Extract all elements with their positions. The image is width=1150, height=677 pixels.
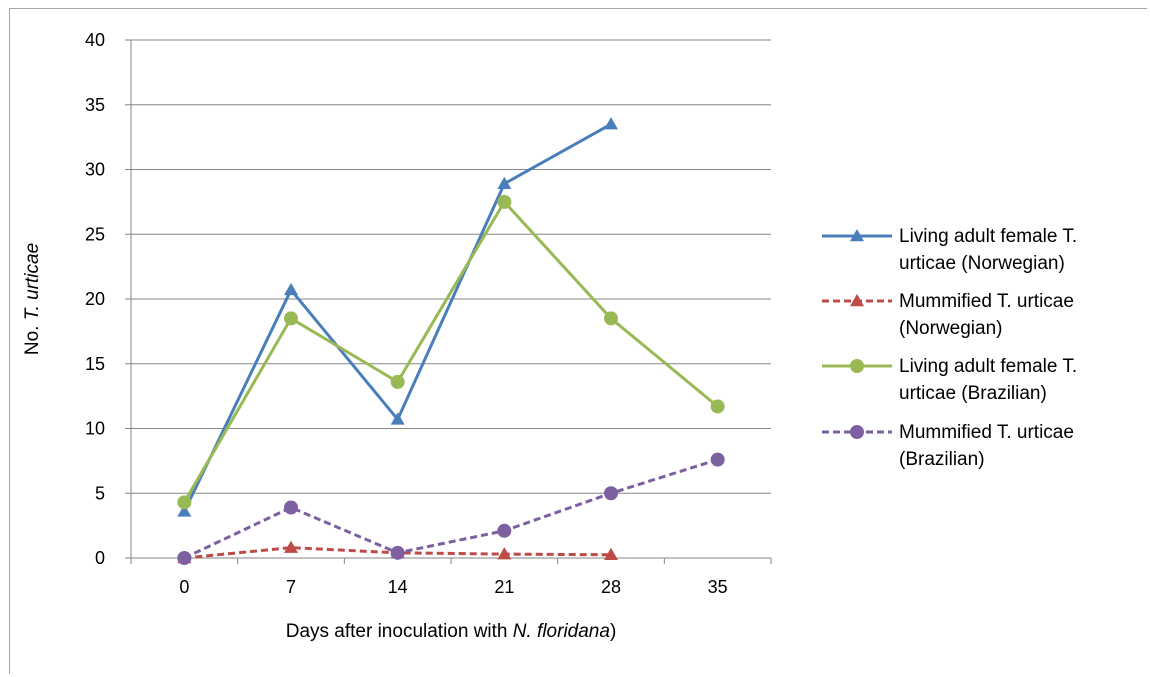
y-tick-label: 35 [85,95,105,115]
legend-label: Living adult female T. [899,356,1077,377]
legend-label: Mummified T. urticae [899,291,1074,312]
legend-entry-2: Mummified T. urticae (Norwegian) [822,291,1074,339]
data-point [390,412,405,425]
legend-label: urticae (Brazilian) [899,383,1047,404]
data-point [710,452,725,467]
legend-label: Living adult female T. [899,226,1077,247]
data-point [177,551,192,565]
legend-label: Mummified T. urticae [899,422,1074,443]
x-tick-label: 7 [286,577,296,597]
legend-label: urticae (Norwegian) [899,253,1065,274]
legend-label: (Norwegian) [899,318,1002,339]
y-tick-label: 20 [85,289,105,309]
x-tick-labels: 0 7 14 21 28 35 [179,577,727,597]
data-point [390,374,405,389]
series-line [182,122,612,513]
data-point [497,547,512,560]
series-line [183,200,719,504]
y-tick-label: 0 [95,548,105,568]
data-point [497,176,512,189]
data-point [604,311,618,326]
y-tick-label: 30 [85,160,105,180]
y-axis-label-part: T. urticae [22,243,43,320]
data-point [604,547,618,561]
chart-frame [9,8,1147,674]
x-axis-label-part: N. floridana [513,621,610,642]
series-3 [177,194,725,510]
x-axis-label: Days after inoculation with N. floridana… [286,621,617,642]
legend-marker [850,294,864,307]
legend-marker [850,425,864,439]
data-point [390,545,405,560]
series-group [177,117,725,565]
legend-marker [850,359,864,373]
axes [125,39,772,564]
y-tick-label: 25 [85,224,105,244]
y-tick-labels: 0 5 10 15 20 25 30 35 40 [85,30,105,568]
data-point [284,282,298,296]
legend-entry-1: Living adult female T. urticae (Norwegian… [822,226,1077,274]
data-point [177,504,192,517]
x-axis-label-part: ) [610,621,616,642]
x-tick-label: 35 [708,577,728,597]
data-point [604,486,618,501]
x-tick-label: 21 [494,577,514,597]
legend-entry-4: Mummified T. urticae (Brazilian) [822,422,1074,470]
data-point [497,523,512,538]
legend-label: (Brazilian) [899,449,985,470]
data-point [604,117,618,130]
x-axis-label-part: Days after inoculation with [286,621,513,642]
x-tick-label: 28 [601,577,621,597]
legend: Living adult female T. urticae (Norwegian… [822,226,1077,470]
data-point [284,500,298,515]
series-4 [177,452,725,565]
legend-marker [850,229,864,242]
series-1 [177,117,618,517]
data-point [497,194,512,209]
y-axis-label-part: No. [22,320,43,355]
y-tick-label: 10 [85,419,105,439]
legend-entry-3: Living adult female T. urticae (Brazilian… [822,356,1077,404]
data-point [710,399,725,414]
series-line [183,458,719,560]
y-tick-label: 15 [85,354,105,374]
y-tick-label: 5 [95,483,105,503]
y-axis-label: No. T. urticae [22,243,43,355]
x-tick-label: 14 [388,577,408,597]
data-point [284,540,298,553]
y-tick-label: 40 [85,30,105,50]
data-point [177,495,192,510]
data-point [284,311,298,326]
x-tick-label: 0 [179,577,189,597]
